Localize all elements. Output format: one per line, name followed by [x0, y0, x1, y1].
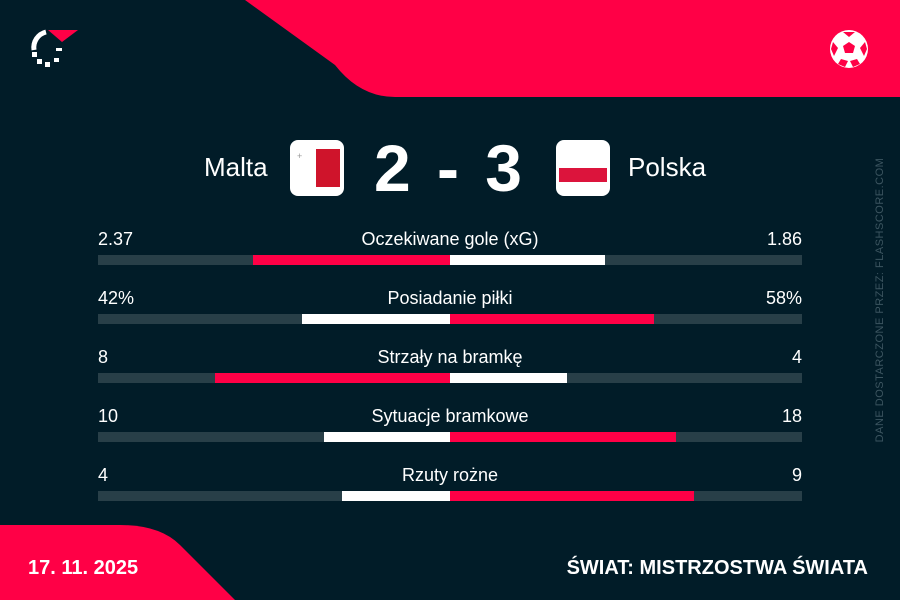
- home-bar: [215, 373, 450, 383]
- match-date: 17. 11. 2025: [28, 557, 139, 579]
- flashscore-logo: [31, 29, 78, 67]
- stat-name: Sytuacje bramkowe: [371, 406, 529, 426]
- stat-bar-track: [98, 432, 802, 442]
- home-value: 2.37: [98, 229, 134, 249]
- home-bar: [252, 255, 450, 265]
- stat-bar-track: [98, 255, 802, 265]
- score: 2 - 3: [373, 131, 527, 205]
- away-value: 1.86: [766, 229, 802, 249]
- stat-name: Posiadanie piłki: [387, 288, 513, 308]
- home-bar: [324, 432, 450, 442]
- stat-row: 8 Strzały na bramkę 4: [98, 347, 802, 387]
- stat-row: 4 Rzuty rożne 9: [98, 465, 802, 505]
- away-team-name: Polska: [628, 152, 707, 182]
- stat-row: 10 Sytuacje bramkowe 18: [98, 406, 802, 446]
- home-value: 42%: [98, 288, 135, 308]
- away-value: 58%: [765, 288, 802, 308]
- home-team-name: Malta: [204, 152, 268, 182]
- home-value: 10: [98, 406, 119, 426]
- stat-name: Strzały na bramkę: [377, 347, 523, 367]
- away-value: 4: [791, 347, 802, 367]
- away-bar: [450, 491, 694, 501]
- stat-bar-track: [98, 314, 802, 324]
- away-value: 18: [781, 406, 802, 426]
- data-credit: DANE DOSTARCZONE PRZEZ: FLASHSCORE.COM: [874, 157, 886, 443]
- away-value: 9: [791, 465, 802, 485]
- home-bar: [341, 491, 450, 501]
- stat-name: Oczekiwane gole (xG): [361, 229, 539, 249]
- stat-bar-track: [98, 491, 802, 501]
- away-bar: [450, 432, 677, 442]
- stat-name: Rzuty rożne: [401, 465, 499, 485]
- home-value: 8: [98, 347, 109, 367]
- poland-flag: [556, 140, 610, 196]
- home-bar: [302, 314, 450, 324]
- stat-bar-track: [98, 373, 802, 383]
- stat-row: 2.37 Oczekiwane gole (xG) 1.86: [98, 229, 802, 269]
- stat-row: 42% Posiadanie piłki 58%: [98, 288, 802, 328]
- away-bar: [450, 314, 655, 324]
- malta-flag: +: [290, 140, 344, 196]
- away-bar: [450, 373, 568, 383]
- home-value: 4: [98, 465, 109, 485]
- football-icon: [830, 30, 868, 68]
- competition-name: ŚWIAT: MISTRZOSTWA ŚWIATA: [566, 557, 868, 579]
- away-bar: [450, 255, 605, 265]
